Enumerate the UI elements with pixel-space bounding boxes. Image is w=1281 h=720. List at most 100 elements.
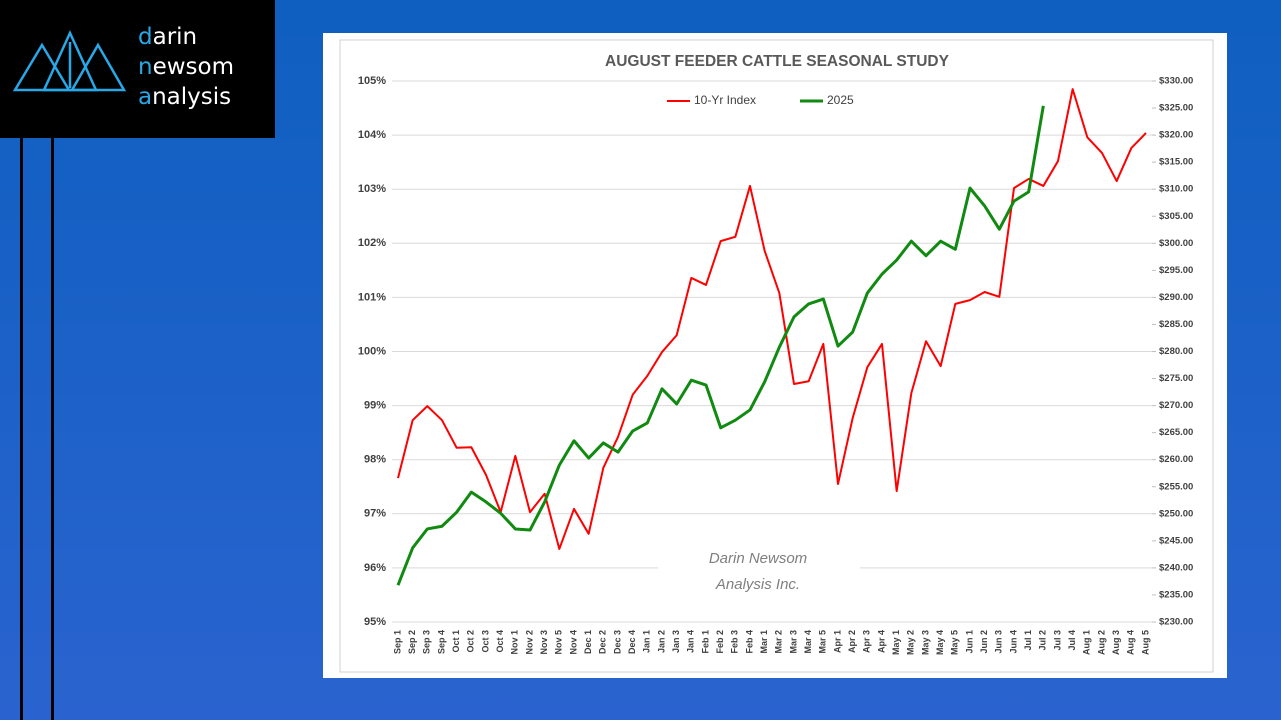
- x-tick-label: Aug 1: [1082, 630, 1092, 655]
- y2-tick-label: $235.00: [1159, 589, 1193, 600]
- x-tick-label: Jan 4: [686, 630, 696, 653]
- watermark-bg: [658, 545, 860, 601]
- y2-tick-label: $230.00: [1159, 617, 1193, 628]
- y2-tick-label: $245.00: [1159, 535, 1193, 546]
- y2-tick-label: $295.00: [1159, 265, 1193, 276]
- watermark: Analysis Inc.: [715, 576, 800, 593]
- x-tick-label: Mar 3: [788, 630, 798, 654]
- x-tick-label: Jun 4: [1008, 630, 1018, 654]
- x-tick-label: Dec 3: [612, 630, 622, 654]
- y2-tick-label: $285.00: [1159, 319, 1193, 330]
- x-tick-label: Oct 1: [451, 630, 461, 653]
- chart-panel: AUGUST FEEDER CATTLE SEASONAL STUDY 95% 9…: [323, 33, 1227, 678]
- y-tick-label: 101%: [358, 291, 386, 303]
- y2-tick-label: $305.00: [1159, 211, 1193, 222]
- x-tick-label: Mar 5: [818, 630, 828, 654]
- x-tick-label: May 1: [891, 630, 901, 655]
- logo-word: analysis: [138, 84, 232, 110]
- x-tick-label: Aug 5: [1140, 630, 1150, 655]
- x-tick-label: Apr 2: [847, 630, 857, 653]
- x-tick-label: Jan 2: [656, 630, 666, 653]
- legend-label: 2025: [827, 93, 854, 107]
- x-tick-label: Oct 4: [495, 630, 505, 653]
- x-tick-label: May 3: [920, 630, 930, 655]
- y2-tick-label: $300.00: [1159, 238, 1193, 249]
- y-tick-label: 97%: [364, 508, 386, 520]
- logo-word: darin: [138, 24, 198, 50]
- x-tick-label: Apr 4: [876, 630, 886, 653]
- x-tick-label: Oct 3: [480, 630, 490, 653]
- x-tick-label: Nov 1: [510, 630, 520, 655]
- chart: AUGUST FEEDER CATTLE SEASONAL STUDY 95% 9…: [339, 39, 1214, 673]
- x-tick-label: Mar 1: [759, 630, 769, 654]
- x-tick-label: Nov 2: [524, 630, 534, 655]
- chart-title: AUGUST FEEDER CATTLE SEASONAL STUDY: [605, 53, 950, 70]
- y2-tick-label: $280.00: [1159, 346, 1193, 357]
- x-tick-label: Sep 4: [436, 630, 446, 654]
- x-tick-label: May 4: [935, 630, 945, 655]
- x-tick-label: Oct 2: [466, 630, 476, 653]
- x-tick-label: Sep 2: [407, 630, 417, 654]
- x-tick-label: Jan 3: [671, 630, 681, 653]
- y2-tick-label: $255.00: [1159, 481, 1193, 492]
- y2-tick-label: $325.00: [1159, 103, 1193, 114]
- x-tick-label: Jul 2: [1038, 630, 1048, 651]
- x-tick-label: Jul 3: [1052, 630, 1062, 651]
- y-tick-label: 95%: [364, 616, 386, 628]
- y2-tick-label: $330.00: [1159, 76, 1193, 87]
- x-tick-label: Aug 2: [1096, 630, 1106, 655]
- decor-line: [20, 138, 23, 720]
- x-tick-label: May 5: [950, 630, 960, 655]
- x-tick-label: Jun 3: [994, 630, 1004, 654]
- y2-tick-label: $240.00: [1159, 562, 1193, 573]
- x-tick-label: Sep 1: [392, 630, 402, 654]
- series-line: [397, 88, 1147, 550]
- x-tick-label: Nov 5: [554, 630, 564, 655]
- logo-icon: [12, 29, 127, 92]
- y-tick-label: 100%: [358, 345, 386, 357]
- x-tick-label: Dec 1: [583, 630, 593, 654]
- y2-tick-label: $250.00: [1159, 508, 1193, 519]
- y-tick-label: 105%: [358, 75, 386, 87]
- logo-word: newsom: [138, 54, 234, 80]
- x-tick-label: Mar 4: [803, 630, 813, 654]
- x-tick-label: May 2: [906, 630, 916, 655]
- x-tick-label: Jul 1: [1023, 630, 1033, 651]
- y-tick-label: 102%: [358, 237, 386, 249]
- y2-tick-label: $290.00: [1159, 292, 1193, 303]
- y-tick-label: 104%: [358, 129, 386, 141]
- x-tick-label: Aug 4: [1126, 630, 1136, 655]
- x-tick-label: Feb 3: [730, 630, 740, 654]
- x-tick-label: Dec 2: [598, 630, 608, 654]
- x-tick-label: Feb 4: [744, 630, 754, 654]
- series-line: [396, 105, 1045, 586]
- x-tick-label: Apr 3: [862, 630, 872, 653]
- y2-tick-label: $315.00: [1159, 157, 1193, 168]
- x-tick-label: Jul 4: [1067, 630, 1077, 651]
- x-tick-label: Jun 2: [979, 630, 989, 654]
- y2-tick-label: $260.00: [1159, 454, 1193, 465]
- y-tick-label: 98%: [364, 454, 386, 466]
- y2-tick-label: $310.00: [1159, 184, 1193, 195]
- x-tick-label: Aug 3: [1111, 630, 1121, 655]
- x-tick-label: Sep 3: [422, 630, 432, 654]
- x-tick-label: Nov 4: [568, 630, 578, 655]
- y-tick-label: 103%: [358, 183, 386, 195]
- logo: darin newsom analysis: [0, 0, 275, 138]
- y2-tick-label: $270.00: [1159, 400, 1193, 411]
- y2-tick-label: $320.00: [1159, 130, 1193, 141]
- x-tick-label: Mar 2: [774, 630, 784, 654]
- x-tick-label: Feb 2: [715, 630, 725, 654]
- y2-tick-label: $275.00: [1159, 373, 1193, 384]
- x-tick-label: Apr 1: [832, 630, 842, 653]
- legend-label: 10-Yr Index: [694, 93, 756, 107]
- x-tick-label: Dec 4: [627, 630, 637, 654]
- x-tick-label: Jan 1: [642, 630, 652, 653]
- y2-tick-label: $265.00: [1159, 427, 1193, 438]
- x-tick-label: Nov 3: [539, 630, 549, 655]
- watermark: Darin Newsom: [709, 550, 807, 567]
- y-tick-label: 99%: [364, 400, 386, 412]
- x-tick-label: Jun 1: [964, 630, 974, 654]
- x-tick-label: Feb 1: [700, 630, 710, 654]
